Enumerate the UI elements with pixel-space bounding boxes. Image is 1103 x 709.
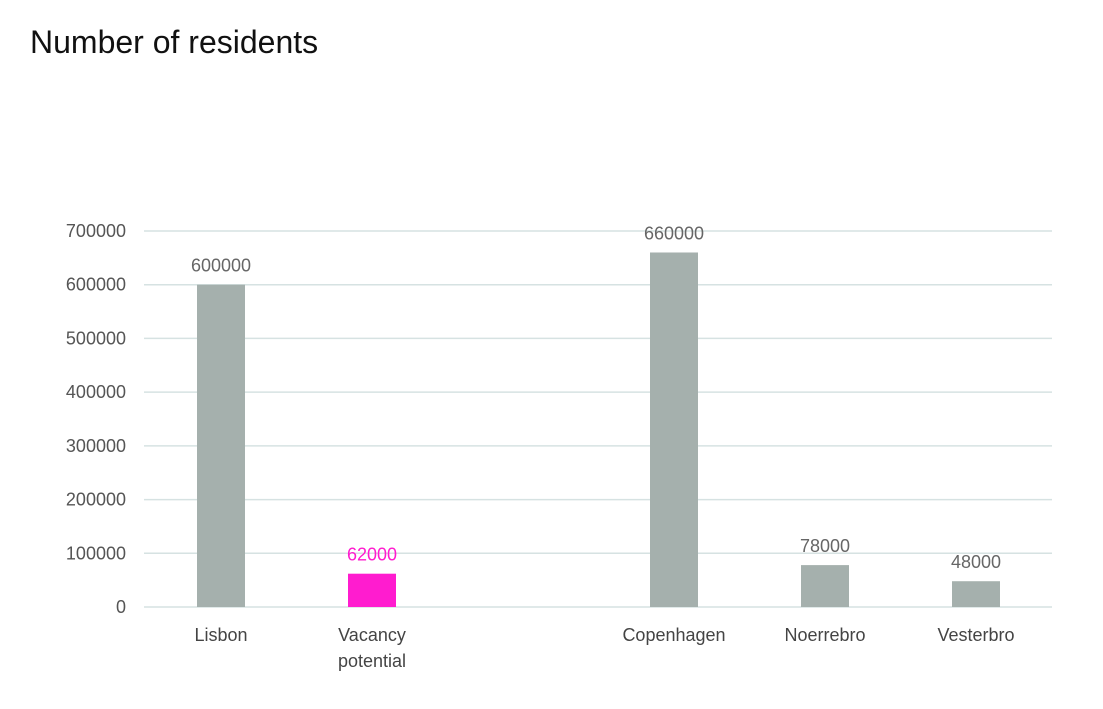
y-tick-label: 300000	[66, 436, 126, 456]
y-tick-label: 400000	[66, 382, 126, 402]
data-label: 600000	[191, 256, 251, 276]
category-labels: Lisbon Vacancy potential Copenhagen Noerrebr…	[194, 625, 1014, 671]
x-tick-label: potential	[338, 651, 406, 671]
bar-vacancy-potential	[348, 573, 396, 607]
y-tick-label: 200000	[66, 490, 126, 510]
chart-title: Number of residents	[30, 24, 319, 60]
x-tick-label: Noerrebro	[784, 625, 865, 645]
x-tick-label: Vacancy	[338, 625, 406, 645]
bar-vesterbro	[952, 581, 1000, 607]
value-labels: 600000 62000 660000 78000 48000	[191, 223, 1001, 572]
bars	[197, 252, 1000, 607]
gridlines	[144, 230, 1052, 608]
y-tick-label: 100000	[66, 543, 126, 563]
bar-noerrebro	[801, 565, 849, 607]
y-tick-label: 700000	[66, 221, 126, 241]
data-label: 660000	[644, 223, 704, 243]
bar-lisbon	[197, 284, 245, 607]
y-tick-label: 500000	[66, 328, 126, 348]
y-tick-label: 0	[116, 597, 126, 617]
y-tick-label: 600000	[66, 275, 126, 295]
data-label: 62000	[347, 545, 397, 565]
x-tick-label: Vesterbro	[937, 625, 1014, 645]
data-label: 48000	[951, 552, 1001, 572]
bar-copenhagen	[650, 252, 698, 607]
y-axis-ticks: 0 100000 200000 300000 400000 500000 600000 700…	[66, 221, 126, 617]
x-tick-label: Lisbon	[194, 625, 247, 645]
data-label: 78000	[800, 536, 850, 556]
x-tick-label: Copenhagen	[622, 625, 725, 645]
